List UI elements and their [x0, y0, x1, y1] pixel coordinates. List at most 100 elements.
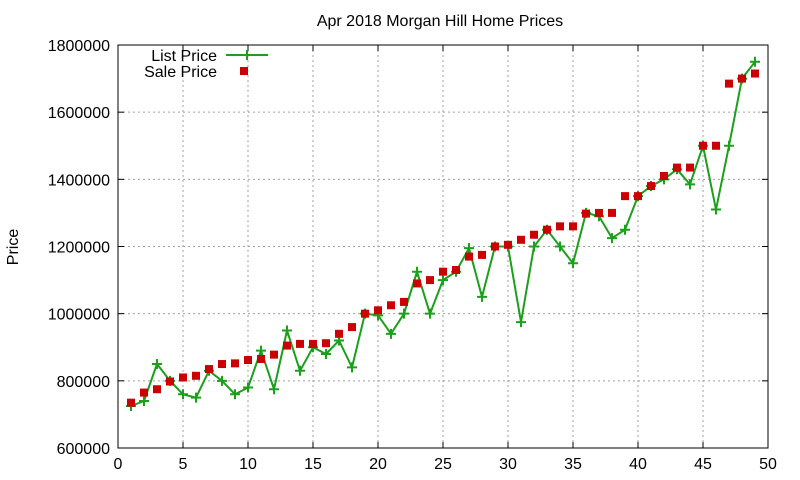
sale-price-point — [608, 208, 616, 217]
sale-price-point — [205, 365, 213, 374]
x-tick-label: 50 — [759, 456, 777, 473]
sale-price-point — [634, 192, 642, 201]
sale-price-point — [374, 306, 382, 315]
list-price-point — [230, 389, 240, 400]
list-price-point — [568, 258, 578, 269]
sale-price-point — [452, 266, 460, 275]
sale-price-point — [660, 171, 668, 180]
sale-price-point — [582, 209, 590, 218]
list-price-point — [139, 395, 149, 406]
x-tick-label: 30 — [499, 456, 517, 473]
list-price-point — [425, 308, 435, 319]
sale-price-point — [231, 359, 239, 368]
sale-price-point — [257, 355, 265, 364]
sale-price-point — [725, 79, 733, 88]
sale-price-point — [283, 341, 291, 350]
sale-price-point — [712, 141, 720, 150]
legend-label-list-price: List Price — [151, 48, 217, 65]
series-layer — [126, 56, 760, 412]
sale-price-point — [439, 267, 447, 276]
y-tick-label: 600000 — [57, 441, 110, 458]
sale-price-point — [296, 339, 304, 348]
y-tick-label: 1800000 — [48, 38, 110, 55]
x-tick-label: 0 — [114, 456, 123, 473]
list-price-point — [269, 384, 279, 395]
sale-price-point — [179, 373, 187, 382]
sale-price-point — [751, 69, 759, 78]
list-price-point — [555, 241, 565, 252]
x-tick-label: 15 — [304, 456, 322, 473]
y-axis-label: Price — [5, 229, 22, 266]
list-price-point — [243, 382, 253, 393]
sale-price-point — [530, 230, 538, 239]
sale-price-point — [738, 74, 746, 83]
sale-price-point — [426, 276, 434, 285]
list-price-point — [217, 375, 227, 386]
list-price-point — [321, 348, 331, 359]
list-price-point — [438, 275, 448, 286]
sale-price-point — [673, 163, 681, 172]
axis-layer: 0 5 10 15 20 25 30 35 40 45 50 600000 800000 1000000 1… — [48, 38, 777, 473]
legend-marker-sale-price — [240, 67, 248, 75]
sale-price-point — [309, 339, 317, 348]
list-price-point — [529, 241, 539, 252]
sale-price-point — [361, 309, 369, 318]
legend-marker-list-price — [242, 50, 252, 60]
sale-price-point — [335, 329, 343, 338]
y-tick-label: 1000000 — [48, 307, 110, 324]
sale-price-point — [647, 182, 655, 191]
list-price-point — [685, 179, 695, 190]
x-tick-label: 5 — [179, 456, 188, 473]
sale-price-point — [517, 235, 525, 244]
grid-layer — [118, 45, 768, 448]
list-price-point — [191, 392, 201, 403]
list-price-point — [256, 345, 266, 356]
list-price-point — [347, 362, 357, 373]
sale-price-point — [400, 297, 408, 306]
sale-price-point — [270, 350, 278, 359]
sale-price-point — [595, 208, 603, 217]
list-price-point — [516, 317, 526, 328]
list-price-point — [711, 204, 721, 215]
sale-price-point — [543, 225, 551, 234]
list-price-point — [386, 328, 396, 339]
list-price-point — [464, 243, 474, 254]
list-price-point — [178, 389, 188, 400]
sale-price-point — [556, 222, 564, 231]
sale-price-point — [387, 301, 395, 310]
chart-title: Apr 2018 Morgan Hill Home Prices — [317, 13, 563, 30]
sale-price-point — [699, 141, 707, 150]
sale-price-point — [322, 339, 330, 348]
sale-price-point — [192, 371, 200, 380]
list-price-point — [399, 308, 409, 319]
x-tick-label: 10 — [239, 456, 257, 473]
list-price-point — [152, 359, 162, 370]
list-price-point — [477, 291, 487, 302]
legend-label-sale-price: Sale Price — [144, 64, 217, 81]
sale-price-point — [491, 242, 499, 251]
y-tick-label: 1400000 — [48, 172, 110, 189]
sale-price-point — [621, 192, 629, 201]
sale-price-point — [127, 398, 135, 407]
y-tick-label: 1600000 — [48, 105, 110, 122]
sale-price-point — [218, 360, 226, 369]
sale-price-point — [413, 279, 421, 288]
list-price-point — [282, 325, 292, 336]
x-tick-label: 35 — [564, 456, 582, 473]
sale-price-point — [569, 222, 577, 231]
sale-price-point — [244, 356, 252, 365]
sale-price-point — [478, 250, 486, 259]
x-tick-label: 45 — [694, 456, 712, 473]
list-price-line — [130, 61, 756, 407]
sale-price-point — [166, 377, 174, 386]
x-tick-label: 40 — [629, 456, 647, 473]
legend: List Price Sale Price — [144, 48, 268, 81]
sale-price-point — [153, 385, 161, 394]
x-tick-label: 25 — [434, 456, 452, 473]
sale-price-point — [504, 240, 512, 249]
sale-price-point — [465, 252, 473, 261]
list-price-point — [620, 224, 630, 235]
list-price-point — [607, 233, 617, 244]
